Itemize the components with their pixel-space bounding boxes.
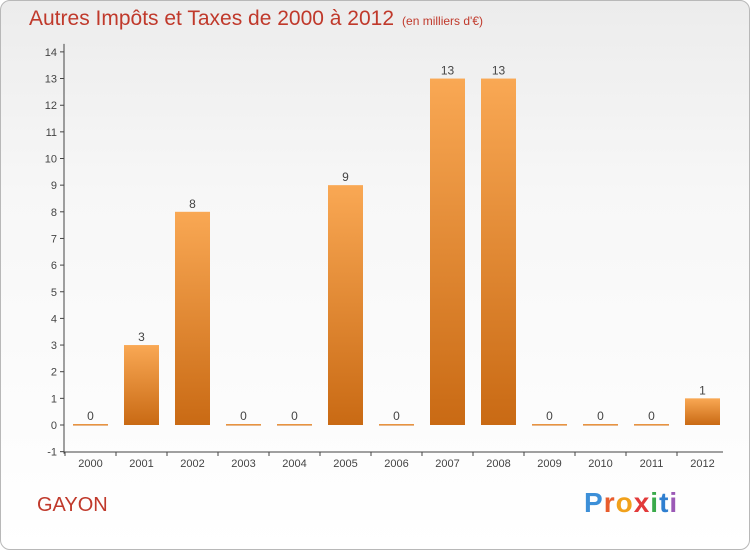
y-tick-label: 6 — [51, 260, 57, 272]
data-label: 13 — [441, 64, 455, 78]
logo-letter: x — [633, 487, 651, 518]
data-label: 13 — [492, 64, 506, 78]
y-tick-label: 0 — [51, 420, 57, 432]
bar — [379, 424, 414, 426]
bar — [430, 78, 465, 426]
commune-name: GAYON — [37, 494, 108, 516]
y-tick-label: 7 — [51, 233, 57, 245]
y-tick-label: 13 — [45, 74, 57, 86]
data-label: 8 — [189, 197, 196, 211]
bar — [73, 424, 108, 426]
y-tick-label: -1 — [47, 447, 57, 459]
bar — [481, 78, 516, 426]
logo-letter: P — [584, 487, 604, 518]
logo-letter: i — [669, 487, 679, 518]
data-label: 0 — [87, 409, 94, 423]
logo-letter: t — [659, 487, 670, 518]
bar — [583, 424, 618, 426]
y-tick-label: 5 — [51, 287, 57, 299]
logo-letter: o — [615, 487, 634, 518]
x-tick-label: 2000 — [78, 458, 102, 470]
x-tick-label: 2007 — [435, 458, 459, 470]
logo-letter: i — [650, 487, 660, 518]
y-tick-label: 3 — [51, 340, 57, 352]
bar — [685, 398, 720, 425]
data-label: 0 — [648, 409, 655, 423]
data-label: 0 — [393, 409, 400, 423]
chart-unit: (en milliers d'€) — [402, 14, 484, 28]
y-tick-label: 10 — [45, 154, 57, 166]
y-tick-label: 12 — [45, 100, 57, 112]
y-tick-label: 9 — [51, 180, 57, 192]
x-tick-label: 2012 — [690, 458, 714, 470]
data-label: 3 — [138, 330, 145, 344]
data-label: 0 — [597, 409, 604, 423]
bar — [532, 424, 567, 426]
data-label: 0 — [291, 409, 298, 423]
x-tick-label: 2010 — [588, 458, 612, 470]
logo-letter: r — [603, 487, 616, 518]
x-tick-label: 2009 — [537, 458, 561, 470]
x-tick-label: 2011 — [640, 458, 664, 470]
data-label: 0 — [546, 409, 553, 423]
y-tick-label: 14 — [45, 47, 57, 59]
bar — [124, 345, 159, 425]
bar — [328, 185, 363, 425]
y-tick-label: 1 — [51, 393, 57, 405]
chart-title-main: Autres Impôts et Taxes de 2000 à 2012 — [29, 7, 395, 30]
bar — [175, 211, 210, 425]
x-tick-label: 2001 — [129, 458, 153, 470]
y-tick-label: 4 — [51, 313, 57, 325]
x-tick-label: 2006 — [384, 458, 408, 470]
data-label: 0 — [240, 409, 247, 423]
data-label: 1 — [699, 383, 706, 397]
proxiti-logo: Proxiti — [584, 487, 678, 519]
y-tick-label: 8 — [51, 207, 57, 219]
y-tick-label: 2 — [51, 367, 57, 379]
bar — [277, 424, 312, 426]
bar — [634, 424, 669, 426]
chart-title: Autres Impôts et Taxes de 2000 à 2012 (en… — [29, 7, 483, 31]
bar — [226, 424, 261, 426]
x-tick-label: 2004 — [282, 458, 306, 470]
y-tick-label: 11 — [46, 127, 57, 139]
x-tick-label: 2003 — [231, 458, 255, 470]
x-tick-label: 2008 — [486, 458, 510, 470]
x-tick-label: 2005 — [333, 458, 357, 470]
x-tick-label: 2002 — [180, 458, 204, 470]
data-label: 9 — [342, 170, 349, 184]
